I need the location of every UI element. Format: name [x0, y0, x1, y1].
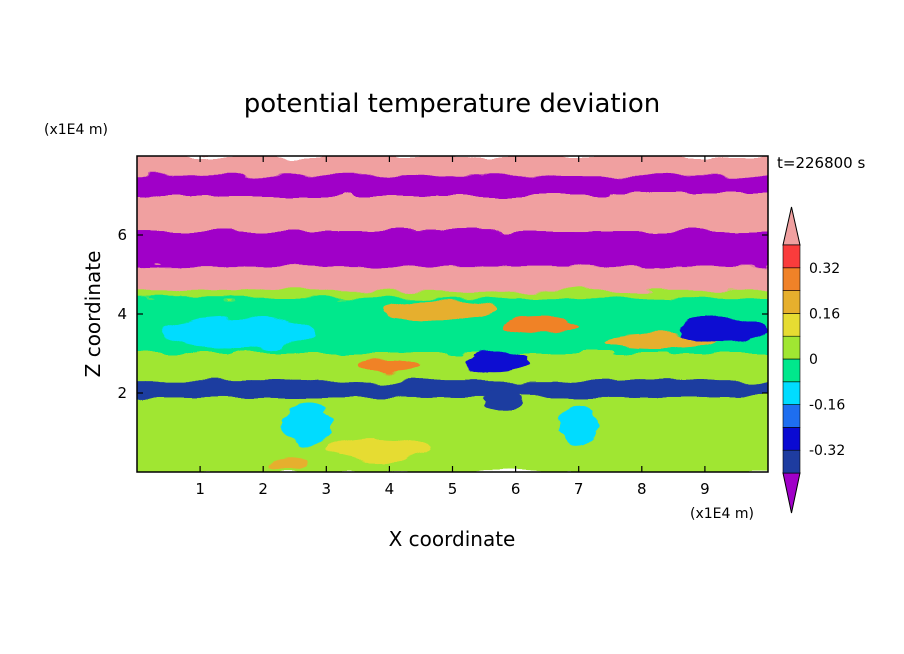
y-unit-label: (x1E4 m)	[44, 122, 108, 138]
x-tick-label: 6	[511, 480, 521, 498]
colorbar-top-triangle	[782, 206, 801, 246]
x-tick-label: 1	[195, 480, 205, 498]
y-tick-label: 6	[117, 226, 127, 244]
x-tick-label: 4	[385, 480, 395, 498]
colorbar-segment	[782, 427, 801, 451]
field-feature	[269, 458, 308, 471]
x-tick-label: 8	[637, 480, 647, 498]
field-feature	[603, 333, 718, 350]
field-band	[137, 290, 768, 299]
colorbar-label: -0.16	[809, 398, 845, 414]
colorbar-label: 0.16	[809, 306, 840, 322]
field-feature	[162, 317, 314, 350]
x-tick-label: 5	[448, 480, 458, 498]
y-axis-label: Z coordinate	[81, 251, 105, 378]
field-band	[137, 266, 768, 291]
field-layer	[137, 156, 768, 472]
field-band	[137, 381, 768, 398]
x-tick-label: 2	[258, 480, 268, 498]
colorbar-segment	[782, 358, 801, 383]
field-band	[137, 156, 768, 177]
colorbar-segment	[782, 404, 801, 428]
field-feature	[357, 357, 421, 374]
field-band	[137, 195, 768, 232]
field-feature	[326, 436, 428, 461]
x-axis: 1 2 3 4 5 6 7 8 9	[195, 156, 710, 498]
field-feature	[383, 300, 497, 320]
y-tick-label: 2	[117, 384, 127, 402]
colorbar-segment	[782, 313, 801, 337]
colorbar-segment	[782, 335, 801, 360]
x-tick-label: 3	[322, 480, 332, 498]
field-feature	[679, 317, 768, 342]
field-feature	[465, 351, 529, 372]
field-feature	[502, 317, 579, 334]
y-tick-label: 4	[117, 305, 127, 323]
colorbar-segment	[782, 267, 801, 291]
colorbar-label: 0.32	[809, 261, 840, 277]
x-axis-label: X coordinate	[389, 527, 516, 551]
field-band	[137, 175, 768, 197]
x-tick-label: 9	[700, 480, 710, 498]
colorbar-segment	[782, 290, 801, 314]
field-feature	[559, 404, 598, 445]
colorbar-label: -0.32	[809, 443, 845, 459]
y-axis: 2 4 6	[117, 226, 768, 402]
x-unit-label: (x1E4 m)	[690, 506, 754, 522]
colorbar-bottom-triangle	[782, 472, 801, 514]
plot-area: 1 2 3 4 5 6 7 8 9 2 4 6	[117, 155, 769, 498]
field-band	[137, 396, 768, 472]
colorbar-segment	[782, 244, 801, 269]
field-band	[137, 231, 768, 268]
colorbar: 0.32 0.16 0 -0.16 -0.32	[782, 206, 845, 514]
time-label: t=226800 s	[777, 154, 865, 172]
colorbar-segment	[782, 449, 801, 474]
x-tick-label: 7	[574, 480, 584, 498]
field-feature	[282, 404, 333, 445]
chart-title: potential temperature deviation	[244, 89, 660, 119]
colorbar-label: 0	[809, 352, 818, 368]
colorbar-segment	[782, 381, 801, 405]
field-feature	[484, 393, 522, 409]
field-band	[137, 353, 768, 382]
